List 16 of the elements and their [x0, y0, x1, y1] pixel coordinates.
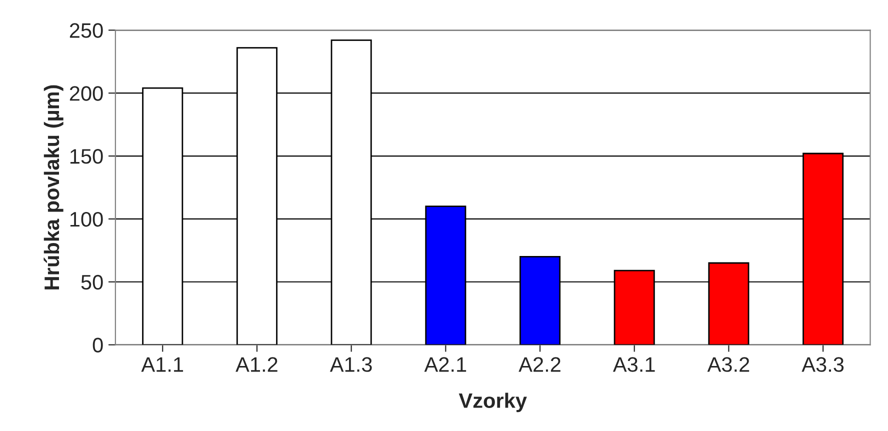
x-tick-label: A3.3	[802, 357, 844, 372]
y-tick-label: 200	[70, 86, 103, 101]
x-tick-label: A2.1	[424, 357, 466, 372]
y-axis-title: Hrúbka povlaku (µm)	[44, 85, 64, 290]
x-axis-title: Vzorky	[458, 392, 527, 412]
x-tick-label: A3.1	[612, 357, 655, 372]
x-tick-label: A2.2	[518, 357, 560, 372]
x-tick-label: A1.1	[141, 357, 184, 372]
x-tick-label: A1.2	[236, 357, 278, 372]
y-tick-label: 50	[81, 274, 103, 290]
y-tick-label: 150	[70, 149, 103, 164]
x-tick-label: A3.2	[707, 357, 750, 372]
y-tick-label: 100	[70, 212, 103, 227]
x-tick-label: A1.3	[330, 357, 372, 372]
y-tick-label: 250	[70, 23, 103, 38]
y-tick-label: 0	[92, 338, 103, 353]
